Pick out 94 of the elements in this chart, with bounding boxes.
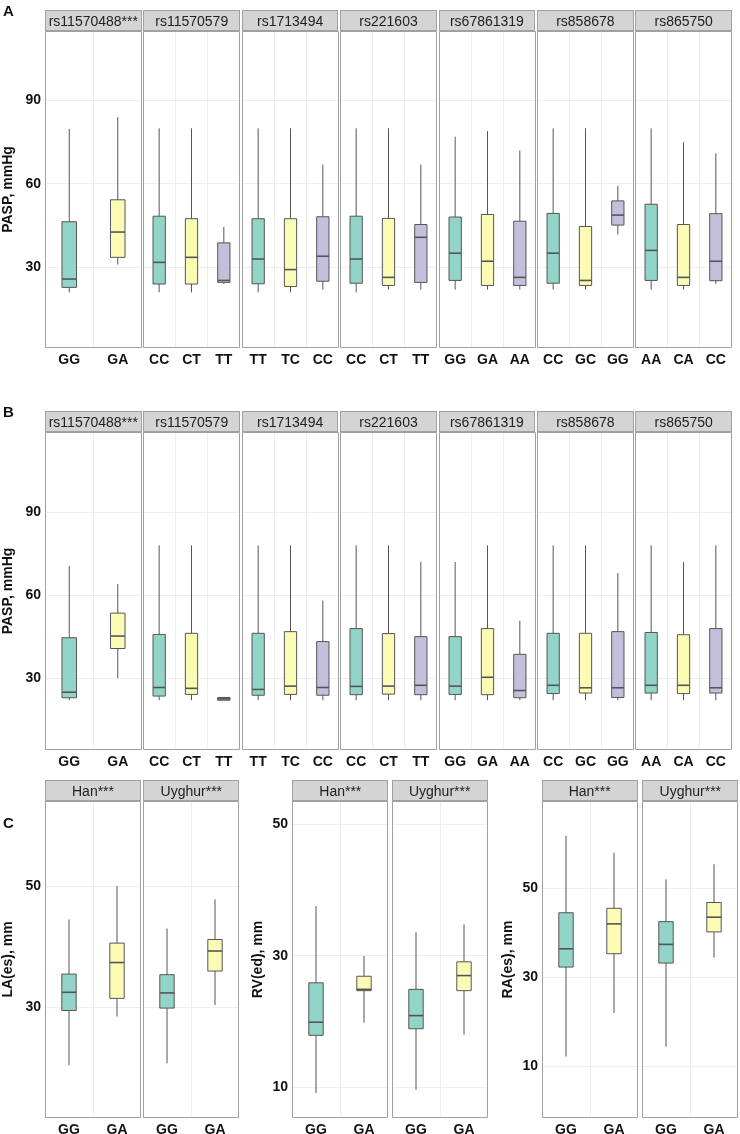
- x-tick-label: CC: [706, 753, 727, 770]
- x-tick-label: GG: [606, 753, 629, 770]
- chart-title: rs221603: [340, 10, 437, 31]
- x-tick-label: TT: [412, 753, 431, 770]
- x-tick-label: GC: [575, 351, 596, 368]
- y-tick-label: 10: [272, 1078, 289, 1095]
- x-tick-label: AA: [641, 351, 662, 368]
- x-tick-label: CC: [346, 753, 367, 770]
- x-tick-label: CC: [543, 753, 564, 770]
- x-tick-label: CC: [312, 351, 333, 368]
- x-tick-label: GA: [106, 1121, 128, 1134]
- text: C: [3, 814, 14, 831]
- x-tick-label: AA: [509, 753, 530, 770]
- text: B: [3, 403, 14, 420]
- x-tick-label: TT: [215, 753, 234, 770]
- x-tick-label: GG: [58, 753, 81, 770]
- y-axis-title: RV(ed), mm: [249, 920, 266, 999]
- chart-title: rs858678: [537, 411, 634, 432]
- y-tick-label: 90: [25, 503, 42, 520]
- x-tick-label: TT: [249, 351, 267, 368]
- x-tick-label: GG: [58, 1121, 80, 1134]
- y-tick-label: 10: [522, 1057, 538, 1074]
- x-tick-label: CT: [182, 351, 202, 368]
- x-tick-label: CA: [673, 753, 695, 770]
- chart-title: Uyghur***: [143, 780, 240, 801]
- x-tick-label: GA: [603, 1121, 625, 1134]
- x-tick-label: GA: [107, 753, 129, 770]
- chart-title: rs865750: [635, 10, 733, 31]
- chart-title: rs1713494: [241, 10, 339, 31]
- x-tick-label: GG: [443, 351, 466, 368]
- y-tick-label: 30: [522, 968, 538, 985]
- chart-title: Uyghur***: [642, 780, 739, 801]
- x-tick-label: TT: [215, 351, 234, 368]
- x-tick-label: CC: [543, 351, 564, 368]
- y-tick-label: 30: [25, 998, 42, 1015]
- x-tick-label: CA: [673, 351, 695, 368]
- x-tick-label: GG: [305, 1121, 328, 1134]
- x-tick-label: CC: [346, 351, 367, 368]
- y-tick-label: 90: [25, 91, 42, 108]
- x-tick-label: GA: [476, 753, 498, 770]
- x-tick-label: TC: [280, 753, 300, 770]
- text: A: [3, 2, 14, 19]
- x-tick-label: CT: [182, 753, 202, 770]
- x-tick-label: GC: [575, 753, 596, 770]
- x-tick-label: GG: [554, 1121, 577, 1134]
- x-tick-label: AA: [509, 351, 530, 368]
- chart-title: rs221603: [340, 411, 437, 432]
- y-tick-label: 30: [25, 258, 42, 275]
- y-tick-label: 30: [25, 668, 42, 685]
- x-tick-label: AA: [641, 753, 662, 770]
- chart-title: rs1713494: [241, 411, 339, 432]
- x-tick-label: CC: [706, 351, 727, 368]
- chart-title: Uyghur***: [391, 780, 488, 801]
- x-tick-label: GG: [156, 1121, 179, 1134]
- x-tick-label: CC: [149, 351, 170, 368]
- chart-title: rs67861319: [438, 411, 536, 432]
- x-tick-label: TT: [412, 351, 431, 368]
- chart-title: Han***: [541, 780, 638, 801]
- x-tick-label: GG: [58, 351, 81, 368]
- x-tick-label: GG: [655, 1121, 678, 1134]
- x-tick-label: GG: [606, 351, 629, 368]
- x-tick-label: GA: [204, 1121, 226, 1134]
- chart-title: rs11570488***: [45, 10, 142, 31]
- chart-title: rs11570579: [143, 10, 241, 31]
- y-tick-label: 50: [25, 876, 42, 893]
- y-tick-label: 50: [272, 815, 289, 832]
- chart-title: Han***: [45, 780, 141, 801]
- chart-title: rs67861319: [438, 10, 536, 31]
- x-tick-label: TC: [280, 351, 300, 368]
- y-tick-label: 60: [25, 174, 42, 191]
- x-tick-label: TT: [249, 753, 267, 770]
- y-axis-title: LA(es), mm: [0, 921, 16, 998]
- x-tick-label: CT: [379, 351, 399, 368]
- chart-title: Han***: [292, 780, 389, 801]
- x-tick-label: GA: [703, 1121, 725, 1134]
- y-tick-label: 60: [25, 586, 42, 603]
- chart-title: rs858678: [537, 10, 634, 31]
- y-tick-label: 30: [272, 946, 289, 963]
- x-tick-label: GA: [107, 351, 129, 368]
- x-tick-label: GA: [476, 351, 498, 368]
- chart-title: rs11570488***: [45, 411, 142, 432]
- x-tick-label: CT: [379, 753, 399, 770]
- x-tick-label: GG: [443, 753, 466, 770]
- x-tick-label: GA: [353, 1121, 375, 1134]
- x-tick-label: CC: [149, 753, 170, 770]
- chart-title: rs11570579: [143, 411, 241, 432]
- y-tick-label: 50: [522, 879, 538, 896]
- x-tick-label: GG: [404, 1121, 427, 1134]
- y-axis-title: RA(es), mm: [498, 920, 515, 999]
- chart-title: rs865750: [635, 411, 733, 432]
- y-axis-title: PASP, mmHg: [0, 547, 16, 635]
- y-axis-title: PASP, mmHg: [0, 146, 16, 233]
- x-tick-label: GA: [453, 1121, 475, 1134]
- x-tick-label: CC: [312, 753, 333, 770]
